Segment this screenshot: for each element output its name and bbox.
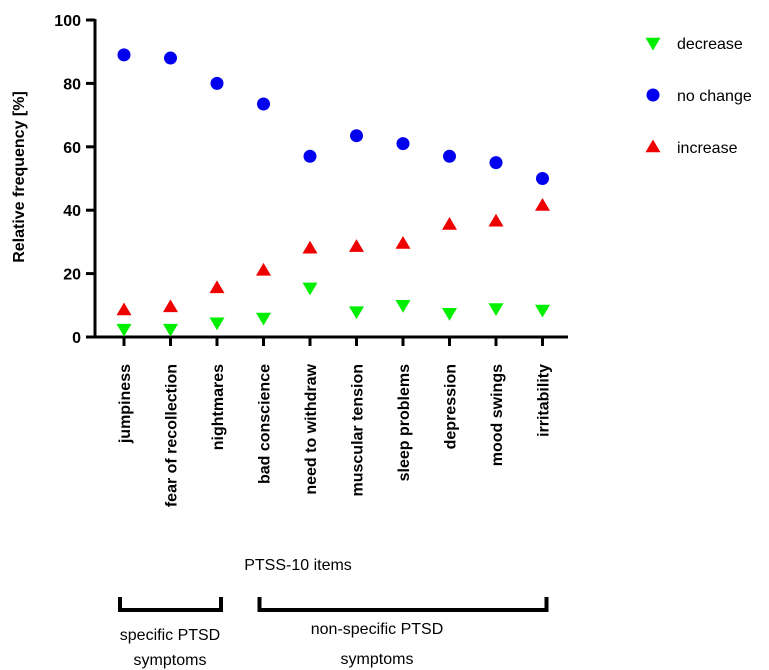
data-point (210, 76, 224, 90)
data-point (488, 213, 504, 227)
group-label: symptoms (134, 652, 207, 669)
bracket-line (257, 597, 549, 612)
legend-marker (645, 139, 661, 153)
group-label: specific PTSD (120, 627, 220, 644)
y-tick-label: 40 (63, 203, 81, 220)
data-point (163, 323, 178, 337)
x-tick-label: depression (443, 364, 460, 449)
series-no-change (117, 48, 549, 185)
y-tick-label: 60 (63, 140, 81, 157)
x-tick-label: irritability (536, 364, 553, 437)
data-point (209, 317, 225, 331)
y-tick-label: 20 (63, 267, 81, 284)
data-point (349, 239, 364, 252)
legend-item: decrease (645, 36, 743, 53)
legend-marker (646, 88, 660, 102)
y-tick-label: 100 (54, 13, 81, 30)
x-tick-label: jumpiness (117, 364, 134, 444)
data-point (257, 97, 270, 111)
data-point (350, 129, 363, 143)
data-point (535, 197, 550, 211)
x-tick-label: sleep problems (396, 364, 413, 481)
y-tick-label: 0 (72, 330, 81, 347)
y-axis-title: Relative frequency [%] (11, 91, 28, 263)
data-point (116, 302, 132, 316)
data-point (116, 323, 132, 337)
data-point (443, 149, 456, 163)
data-point (209, 280, 225, 294)
x-tick-label: fear of recollection (164, 364, 181, 507)
data-point (442, 216, 457, 230)
group-label: symptoms (341, 651, 414, 668)
data-point (164, 51, 177, 65)
legend-label: decrease (677, 36, 743, 53)
data-point (256, 262, 271, 276)
x-axis-title: PTSS-10 items (244, 557, 352, 574)
group-bracket: specific PTSD symptoms (118, 597, 223, 669)
group-label: non-specific PTSD (311, 621, 444, 638)
data-point (302, 240, 318, 254)
data-point (488, 303, 504, 316)
x-tick-label: nightmares (210, 364, 227, 450)
legend-marker (645, 37, 661, 51)
data-point (536, 172, 549, 185)
axes (93, 19, 568, 339)
data-markers (116, 48, 550, 337)
legend-item: no change (646, 88, 752, 105)
data-point (442, 307, 457, 321)
data-point (395, 235, 411, 249)
x-tick-label: muscular tension (350, 364, 367, 496)
x-tick-label: bad conscience (257, 364, 274, 484)
data-point (535, 304, 550, 318)
series-increase (116, 197, 550, 316)
data-point (395, 300, 411, 313)
series-decrease (116, 282, 550, 337)
data-point (489, 156, 503, 170)
bracket-line (118, 597, 223, 612)
data-point (117, 48, 131, 62)
legend-label: no change (677, 88, 752, 105)
data-point (303, 149, 317, 163)
group-bracket: non-specific PTSD symptoms (257, 597, 549, 668)
y-axis-ticks: 0 20 40 60 80 100 (54, 13, 95, 347)
x-tick-label: need to withdraw (303, 363, 320, 494)
legend-label: increase (677, 140, 738, 157)
data-point (302, 282, 318, 296)
y-tick-label: 80 (63, 76, 81, 93)
legend: decrease no change increase (645, 36, 752, 157)
legend-item: increase (645, 139, 738, 157)
x-tick-label: mood swings (489, 364, 506, 466)
x-axis-ticks: jumpiness fear of recollection nightmares b… (117, 337, 553, 507)
data-point (256, 312, 271, 326)
category-groups: specific PTSD symptoms non-specific PTSD sy… (118, 597, 549, 669)
data-point (349, 306, 364, 320)
data-point (163, 299, 178, 313)
data-point (396, 137, 410, 151)
